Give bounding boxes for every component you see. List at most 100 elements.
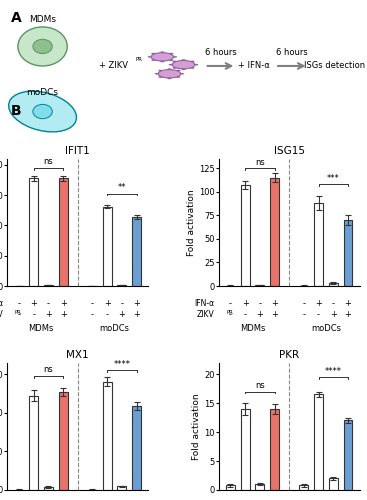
Bar	[270, 409, 279, 490]
Text: 6 hours: 6 hours	[276, 48, 308, 58]
Bar	[117, 486, 126, 490]
Circle shape	[190, 60, 195, 62]
Circle shape	[155, 73, 159, 74]
Bar	[314, 203, 323, 286]
Circle shape	[173, 56, 177, 58]
Circle shape	[158, 76, 163, 78]
Circle shape	[167, 78, 171, 80]
Bar	[344, 220, 352, 286]
Text: +: +	[345, 299, 351, 308]
Text: B: B	[11, 104, 22, 118]
Bar	[344, 420, 352, 490]
Title: IFIT1: IFIT1	[65, 146, 90, 156]
Text: IFN-α: IFN-α	[0, 299, 3, 308]
Circle shape	[151, 60, 156, 61]
Text: MDMs: MDMs	[28, 324, 54, 334]
Text: -: -	[332, 299, 335, 308]
Circle shape	[160, 61, 164, 62]
Ellipse shape	[18, 27, 67, 66]
Text: +: +	[133, 299, 140, 308]
Bar	[329, 478, 338, 490]
Circle shape	[181, 68, 186, 70]
Bar	[103, 206, 112, 286]
Text: moDCs: moDCs	[99, 324, 130, 334]
Text: -: -	[302, 299, 305, 308]
Text: MDMs: MDMs	[240, 324, 265, 334]
Y-axis label: Fold activation: Fold activation	[187, 189, 196, 256]
Circle shape	[172, 67, 177, 69]
Text: +: +	[345, 310, 351, 320]
Circle shape	[148, 56, 152, 58]
Text: +: +	[315, 299, 322, 308]
Bar	[314, 394, 323, 490]
Text: +: +	[30, 299, 37, 308]
Text: PR: PR	[136, 57, 143, 62]
Ellipse shape	[33, 104, 52, 118]
Title: MX1: MX1	[66, 350, 89, 360]
Circle shape	[158, 70, 163, 71]
Text: ns: ns	[44, 366, 53, 374]
Circle shape	[190, 67, 195, 69]
Y-axis label: Fold activation: Fold activation	[192, 393, 201, 460]
Text: -: -	[106, 310, 109, 320]
Bar	[226, 486, 235, 490]
Text: -: -	[18, 310, 21, 320]
Text: -: -	[229, 299, 232, 308]
Text: ****: ****	[325, 367, 342, 376]
Circle shape	[169, 53, 174, 54]
Text: +: +	[330, 310, 337, 320]
Text: moDCs: moDCs	[26, 88, 59, 97]
Circle shape	[176, 76, 181, 78]
Text: +: +	[60, 299, 66, 308]
Text: -: -	[317, 310, 320, 320]
Text: ***: ***	[327, 174, 339, 183]
Circle shape	[181, 59, 186, 61]
Text: -: -	[244, 310, 247, 320]
Text: +: +	[242, 299, 248, 308]
Bar	[132, 217, 141, 286]
Circle shape	[169, 60, 174, 61]
Circle shape	[172, 60, 195, 69]
Text: + IFN-α: + IFN-α	[238, 62, 270, 70]
Circle shape	[180, 73, 184, 74]
Text: ISGs detection: ISGs detection	[305, 62, 366, 70]
Bar	[270, 178, 279, 286]
Bar	[29, 396, 38, 490]
Bar	[59, 392, 68, 490]
Text: -: -	[229, 310, 232, 320]
Circle shape	[151, 53, 156, 54]
Text: ns: ns	[255, 381, 265, 390]
Bar	[132, 406, 141, 490]
Circle shape	[158, 70, 181, 78]
Bar	[241, 185, 250, 286]
Text: **: **	[117, 184, 126, 192]
Text: -: -	[91, 310, 94, 320]
Text: + ZIKV: + ZIKV	[99, 62, 128, 70]
Bar	[329, 284, 338, 286]
Text: IFN-α: IFN-α	[194, 299, 214, 308]
Circle shape	[160, 52, 164, 53]
Text: -: -	[32, 310, 35, 320]
Bar	[117, 285, 126, 286]
Bar	[44, 285, 53, 286]
Title: ISG15: ISG15	[274, 146, 305, 156]
Bar	[299, 486, 308, 490]
Title: PKR: PKR	[279, 350, 299, 360]
Text: MDMs: MDMs	[29, 15, 56, 24]
Text: ns: ns	[44, 158, 53, 166]
Text: +: +	[271, 310, 278, 320]
Text: -: -	[91, 299, 94, 308]
Bar	[241, 409, 250, 490]
Text: A: A	[11, 12, 22, 26]
Bar	[103, 382, 112, 490]
Text: moDCs: moDCs	[311, 324, 341, 334]
Text: -: -	[18, 299, 21, 308]
Circle shape	[169, 64, 173, 66]
Text: 6 hours: 6 hours	[205, 48, 236, 58]
Ellipse shape	[33, 40, 52, 54]
Text: +: +	[104, 299, 110, 308]
Ellipse shape	[9, 91, 76, 132]
Text: +: +	[60, 310, 66, 320]
Circle shape	[194, 64, 198, 66]
Circle shape	[167, 68, 171, 70]
